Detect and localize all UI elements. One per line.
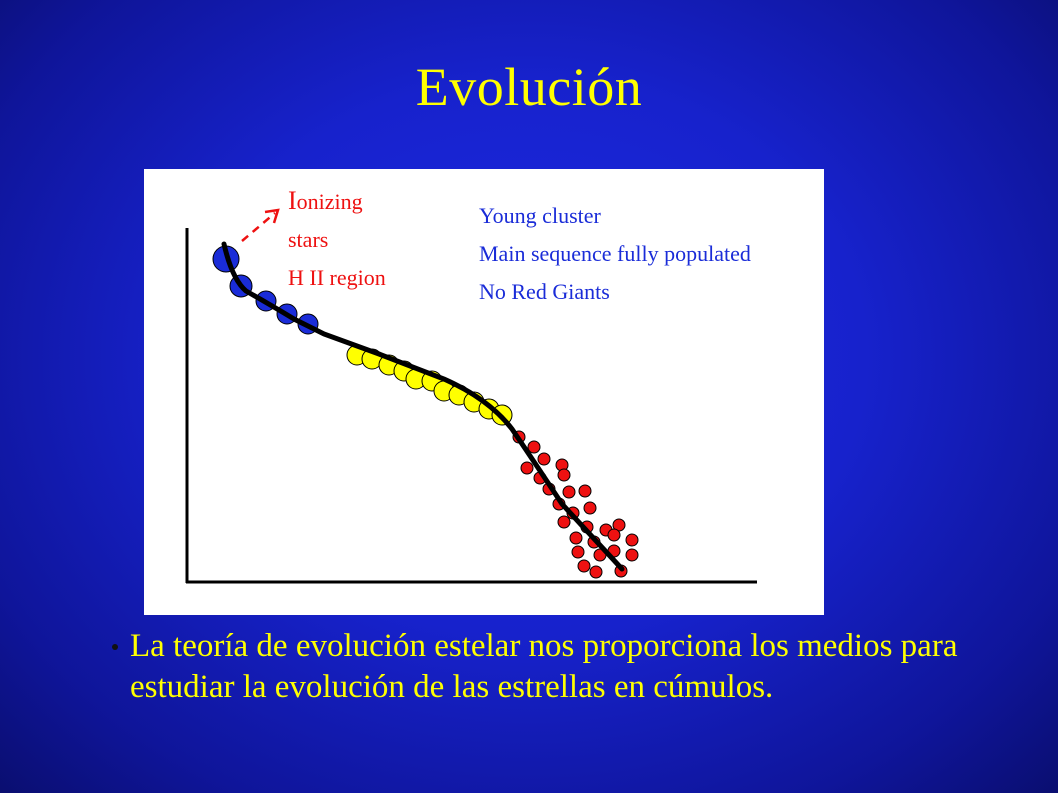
red-star-point <box>577 559 591 573</box>
red-star-point <box>625 533 639 547</box>
main-sequence-line <box>221 241 625 572</box>
red-star-point <box>557 515 571 529</box>
red-star-point <box>562 485 576 499</box>
red-star-point <box>589 565 603 579</box>
label-stars: stars <box>288 227 328 252</box>
red-star-point <box>557 468 571 482</box>
red-star-point <box>607 528 621 542</box>
note-main-sequence: Main sequence fully populated <box>479 241 751 266</box>
bullet-item: La teoría de evolución estelar nos propo… <box>112 626 1012 708</box>
red-star-point <box>569 531 583 545</box>
red-star-point <box>537 452 551 466</box>
hr-diagram-figure: Ionizing stars H II region Young cluster… <box>144 169 824 615</box>
red-star-point <box>578 484 592 498</box>
bullet-dot-icon <box>112 644 118 650</box>
dashed-arrow-head <box>264 208 280 224</box>
slide-title: Evolución <box>415 57 643 117</box>
label-ionizing: Ionizing <box>288 186 363 215</box>
label-hii-region: H II region <box>288 265 386 290</box>
label-ionizing-initial: I <box>288 186 297 215</box>
dashed-arrow-line <box>241 212 276 242</box>
bullet-text: La teoría de evolución estelar nos propo… <box>130 628 958 705</box>
note-young-cluster: Young cluster <box>479 203 602 228</box>
note-no-red-giants: No Red Giants <box>479 279 610 304</box>
red-star-point <box>583 501 597 515</box>
bullet-list: La teoría de evolución estelar nos propo… <box>112 626 1012 708</box>
red-star-point <box>571 545 585 559</box>
hr-diagram: Ionizing stars H II region Young cluster… <box>185 186 757 584</box>
label-ionizing-rest: onizing <box>297 189 363 214</box>
red-star-point <box>520 461 534 475</box>
red-star-point <box>625 548 639 562</box>
red-star-point <box>527 440 541 454</box>
